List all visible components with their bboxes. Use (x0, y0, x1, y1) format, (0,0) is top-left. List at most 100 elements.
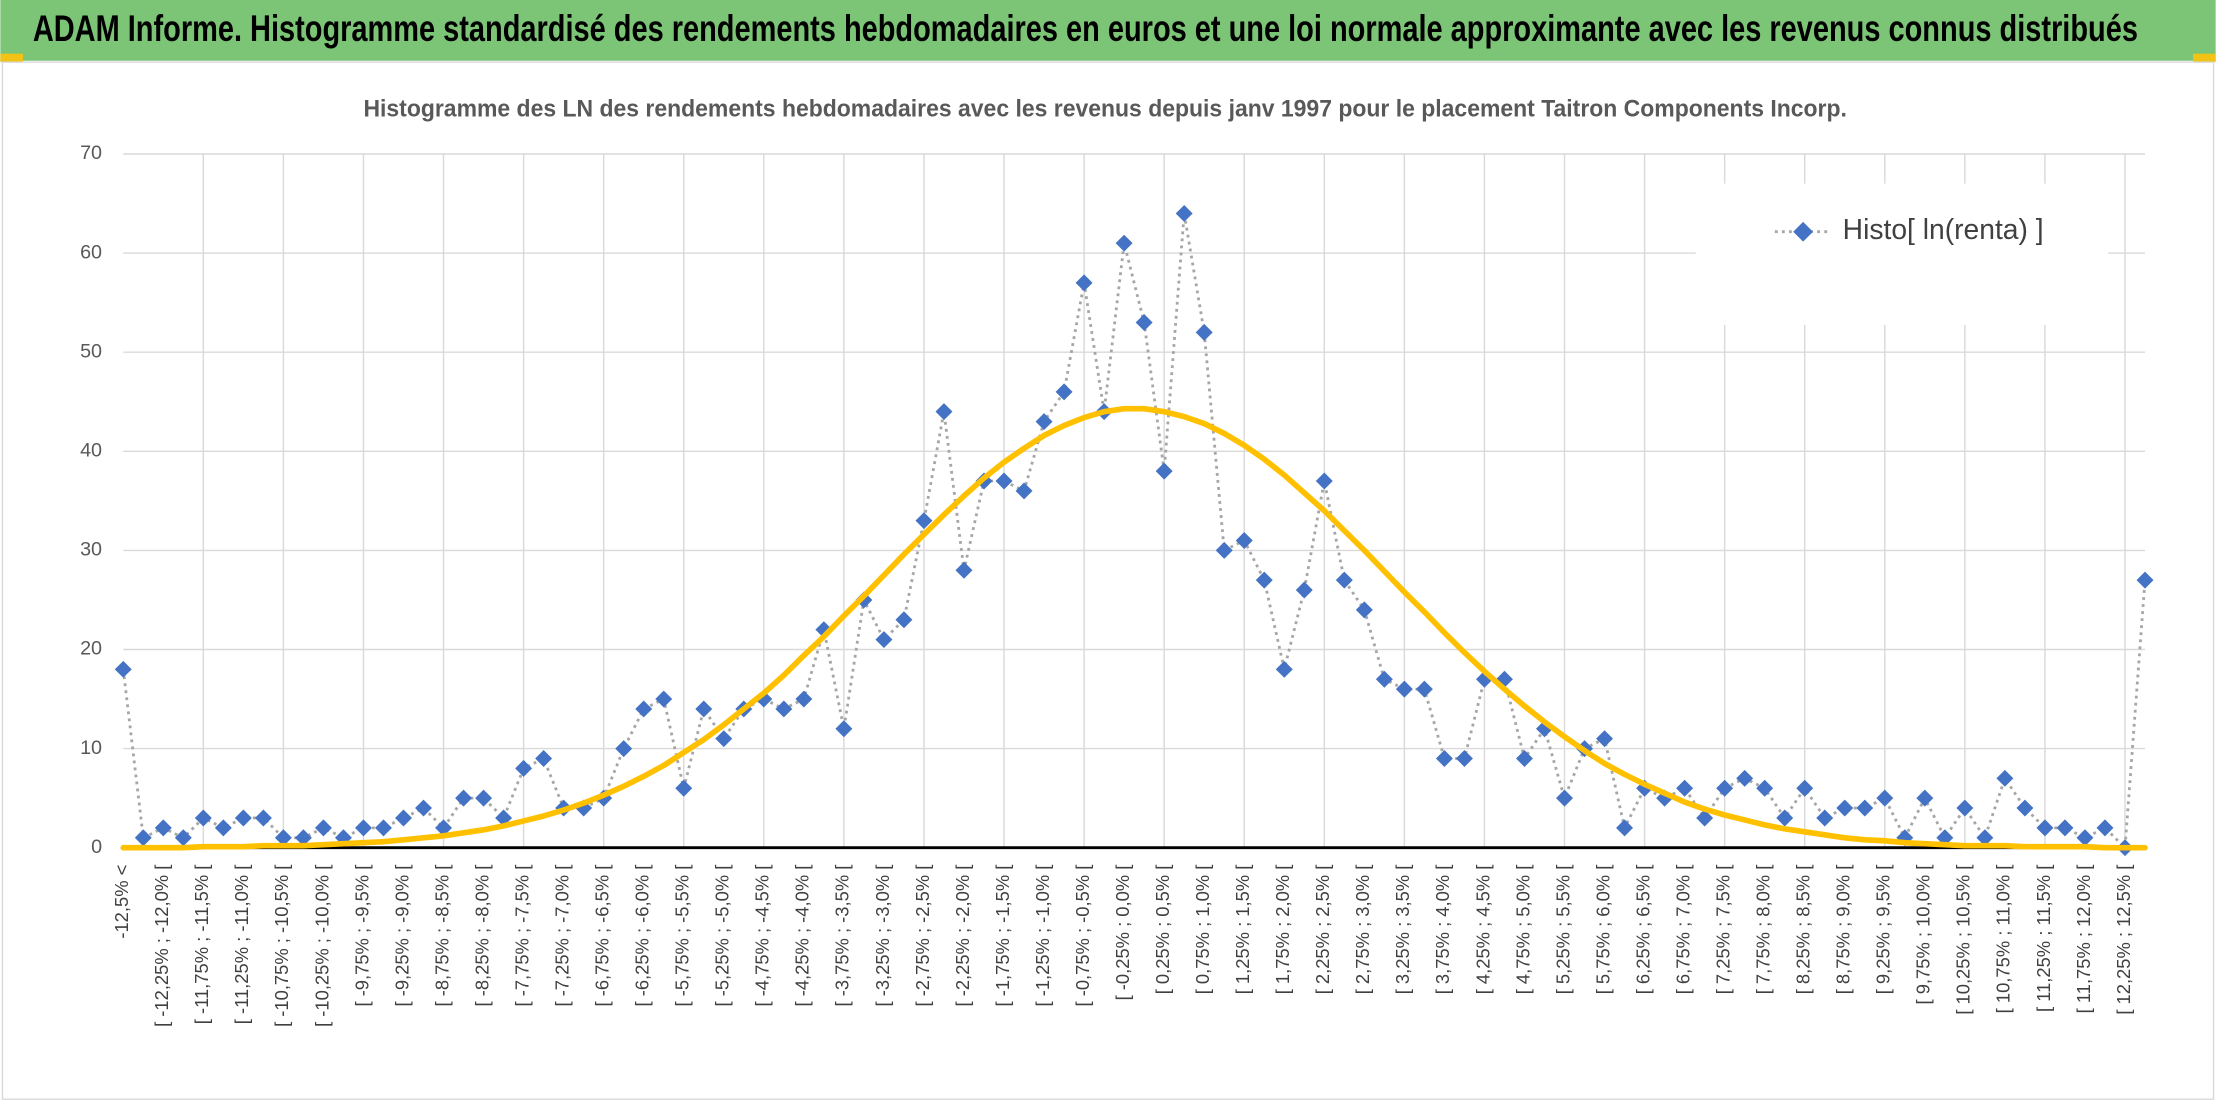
legend-box (1695, 183, 2109, 325)
x-tick-label: [ -8,25% ; -8,0% [ (471, 865, 492, 1007)
data-point (875, 631, 893, 649)
data-point (395, 809, 412, 827)
data-point (1355, 601, 1373, 619)
x-tick-label: [ -5,75% ; -5,5% [ (672, 865, 693, 1007)
x-tick-label: [ 3,25% ; 3,5% [ (1392, 865, 1413, 995)
y-tick-label: 70 (80, 142, 102, 164)
data-point (274, 829, 292, 847)
data-point (775, 700, 793, 718)
data-point (435, 819, 453, 837)
data-point (1736, 769, 1754, 787)
data-point (174, 829, 192, 847)
data-point (234, 809, 252, 827)
x-tick-label: [ 8,25% ; 8,5% [ (1793, 865, 1814, 995)
data-point (1155, 462, 1173, 480)
data-point (1916, 789, 1934, 807)
x-tick-label: [ 10,75% ; 11,0% [ (1993, 865, 2014, 1014)
x-tick-label: [ 4,25% ; 4,5% [ (1472, 865, 1493, 995)
data-point (1836, 799, 1854, 817)
x-tick-label: [ -1,25% ; -1,0% [ (1032, 865, 1053, 1007)
data-point (2036, 819, 2054, 837)
x-tick-label: [ 2,75% ; 3,0% [ (1352, 865, 1373, 995)
data-point (1115, 234, 1133, 252)
chart-border (1, 61, 2215, 1100)
data-point (2076, 829, 2094, 847)
x-tick-label: [ 1,25% ; 1,5% [ (1232, 865, 1253, 995)
x-tick-label: [ -2,25% ; -2,0% [ (952, 865, 973, 1007)
data-point (314, 819, 332, 837)
data-point (1956, 799, 1974, 817)
data-point (254, 809, 272, 827)
x-tick-label: [ -11,25% ; -11,0% [ (231, 865, 252, 1025)
x-tick-label: [ -0,25% ; 0,0% [ (1112, 865, 1133, 1001)
data-point (475, 789, 493, 807)
data-point (1856, 799, 1874, 817)
data-point (1515, 750, 1533, 767)
header-bar (0, 0, 2216, 61)
x-tick-label: [ 11,25% ; 11,5% [ (2033, 865, 2054, 1012)
data-point (1295, 581, 1313, 599)
data-point (354, 819, 372, 837)
data-point (2136, 571, 2154, 589)
data-point (695, 700, 713, 718)
data-point (1676, 779, 1694, 797)
x-tick-label: [ 3,75% ; 4,0% [ (1432, 865, 1453, 995)
x-tick-label: [ -2,75% ; -2,5% [ (912, 865, 933, 1007)
data-point (1135, 313, 1153, 331)
data-point (375, 819, 392, 837)
x-tick-label: [ 6,25% ; 6,5% [ (1632, 865, 1653, 995)
x-tick-label: [ -6,75% ; -6,5% [ (592, 865, 613, 1007)
x-tick-label: [ -11,75% ; -11,5% [ (191, 865, 212, 1025)
data-point (1235, 532, 1253, 549)
y-tick-label: 60 (80, 241, 102, 263)
y-tick-label: 40 (80, 440, 102, 462)
x-tick-label: [ -10,25% ; -10,0% [ (311, 865, 332, 1027)
x-tick-label: [ -4,75% ; -4,5% [ (752, 865, 773, 1007)
data-point (1536, 720, 1553, 738)
x-tick-label: [ 5,75% ; 6,0% [ (1592, 865, 1613, 995)
chart-title: Histogramme des LN des rendements hebdom… (363, 96, 1846, 123)
data-point (1616, 819, 1634, 837)
x-tick-label: [ 8,75% ; 9,0% [ (1833, 865, 1854, 995)
x-tick-label: [ 5,25% ; 5,5% [ (1552, 865, 1573, 995)
x-tick-label: [ -9,25% ; -9,0% [ (391, 865, 412, 1007)
y-tick-label: 0 (91, 836, 102, 858)
x-tick-label: [ -7,25% ; -7,0% [ (551, 865, 572, 1007)
x-tick-label: [ -3,75% ; -3,5% [ (832, 865, 853, 1007)
x-tick-label: [ -1,75% ; -1,5% [ (992, 865, 1013, 1007)
data-point (455, 789, 473, 807)
data-point (995, 472, 1013, 490)
x-tick-label: [ 1,75% ; 2,0% [ (1272, 865, 1293, 995)
data-point (1215, 541, 1233, 559)
x-tick-label: [ -8,75% ; -8,5% [ (431, 865, 452, 1007)
data-point (1816, 809, 1834, 827)
x-tick-label: [ -7,75% ; -7,5% [ (511, 865, 532, 1007)
data-point (1195, 323, 1213, 341)
x-tick-label: [ -9,75% ; -9,5% [ (351, 865, 372, 1007)
data-point (1415, 680, 1433, 698)
x-tick-label: [ 7,25% ; 7,5% [ (1712, 865, 1733, 995)
data-point (1976, 829, 1994, 847)
data-point (935, 403, 953, 421)
data-point (1756, 779, 1774, 797)
corner-left (0, 53, 23, 63)
curve-line (120, 405, 2148, 851)
x-tick-label: [ 6,75% ; 7,0% [ (1672, 865, 1693, 995)
x-tick-label: [ -12,25% ; -12,0% [ (151, 865, 172, 1027)
data-point (294, 829, 312, 847)
data-point (615, 740, 633, 758)
legend-marker (1793, 221, 1813, 242)
data-point (154, 819, 172, 837)
data-point (635, 700, 653, 718)
data-point (515, 759, 533, 777)
x-tick-label: [ 12,25% ; 12,5% [ (2113, 865, 2134, 1015)
x-tick-label: [ 11,75% ; 12,0% [ (2073, 865, 2094, 1014)
x-tick-label: [ -6,25% ; -6,0% [ (632, 865, 653, 1007)
data-point (2056, 819, 2074, 837)
x-tick-label: -12,5% < (111, 865, 132, 939)
corner-right (2193, 53, 2216, 63)
data-point (795, 690, 813, 708)
data-point (675, 779, 693, 797)
header-title: ADAM Informe. Histogramme standardisé de… (33, 8, 2138, 49)
